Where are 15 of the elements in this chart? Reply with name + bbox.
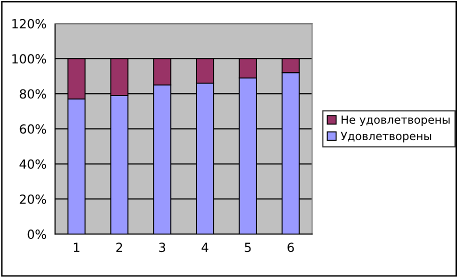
x-tick-label: 3 [159,242,166,252]
legend-label: Удовлетворены [340,132,432,142]
x-tick-label: 6 [288,242,294,252]
y-tick-label: 20% [20,194,46,204]
y-tick-label: 120% [12,19,46,28]
y-tick-label: 40% [20,159,46,169]
y-tick-label: 60% [20,124,46,134]
y-tick-label: 80% [20,89,46,99]
legend-label: Не удовлетворены [342,116,450,126]
x-tick-label: 1 [74,242,80,252]
x-tick-label: 5 [244,242,251,252]
y-tick-label: 100% [12,54,46,64]
x-tick-label: 2 [116,242,122,252]
x-tick-label: 4 [202,242,208,252]
y-tick-label: 0% [28,230,46,239]
